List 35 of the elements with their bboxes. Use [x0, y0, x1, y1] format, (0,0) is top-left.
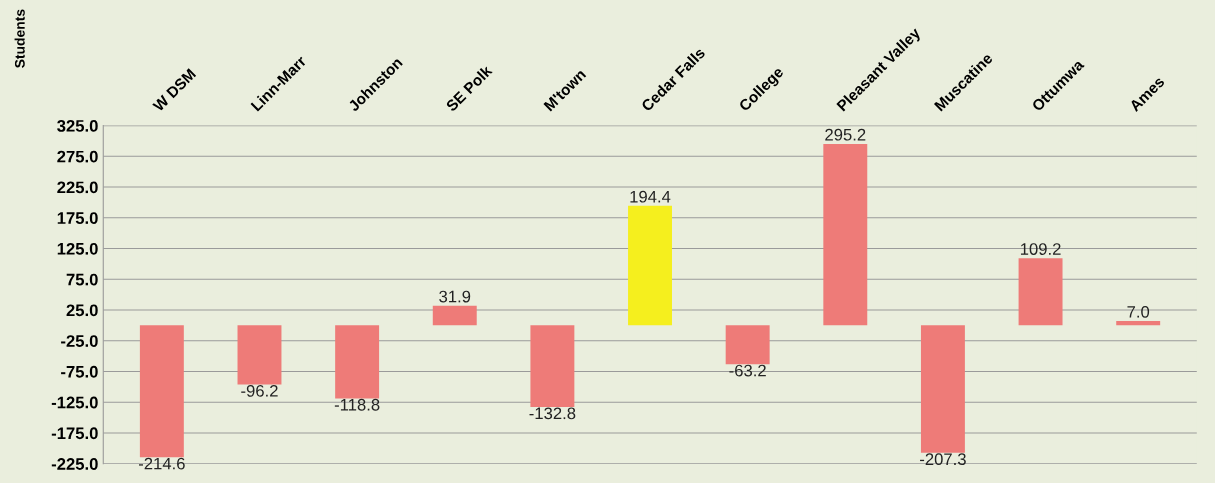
data-label: -214.6 [138, 457, 185, 470]
y-tick-label: 275.0 [57, 150, 98, 163]
bar [335, 325, 380, 399]
bar [725, 325, 770, 365]
data-label: -63.2 [729, 364, 766, 377]
y-tick-label: -75.0 [61, 365, 98, 378]
data-label: -132.8 [529, 407, 576, 420]
y-axis-title: Students [14, 9, 25, 68]
bar [1116, 321, 1161, 326]
bar [1018, 258, 1063, 326]
y-tick-label: 225.0 [57, 181, 98, 194]
y-tick-label: -175.0 [51, 427, 98, 440]
y-tick-label: 25.0 [66, 304, 98, 317]
data-label: 109.2 [1020, 243, 1061, 255]
y-tick-label: 175.0 [57, 212, 98, 224]
y-tick-label: -125.0 [51, 396, 98, 409]
data-label: -207.3 [920, 453, 966, 466]
data-label: 31.9 [439, 290, 471, 303]
bar [823, 143, 868, 326]
data-label: -118.8 [334, 398, 380, 411]
data-label: 194.4 [630, 190, 671, 203]
bar [530, 325, 575, 407]
y-tick-label: 75.0 [66, 273, 98, 286]
bar [237, 325, 282, 385]
bar [920, 325, 965, 453]
data-label: -96.2 [241, 384, 278, 397]
bar [628, 205, 672, 326]
y-tick-label: -225.0 [51, 458, 98, 470]
data-label: 7.0 [1127, 305, 1150, 318]
y-tick-label: 325.0 [57, 119, 98, 132]
y-tick-label: 125.0 [57, 242, 98, 255]
bar [432, 305, 477, 326]
y-tick-label: -25.0 [61, 335, 98, 347]
bar [139, 325, 184, 458]
data-label: 295.2 [825, 128, 866, 141]
